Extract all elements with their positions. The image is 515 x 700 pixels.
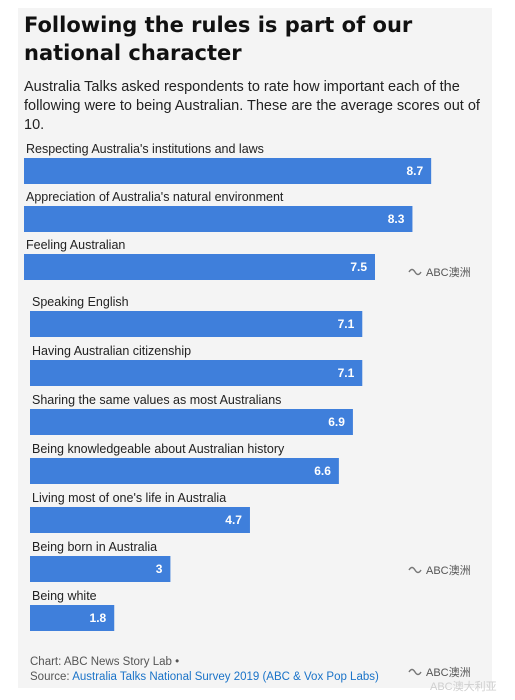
watermark-abc-2: ABC澳洲 [408,562,471,578]
abc-logo-icon [408,668,422,676]
abc-logo-icon [408,566,422,574]
chart-subtitle: Australia Talks asked respondents to rat… [24,79,480,133]
watermark-abc-1: ABC澳洲 [408,264,471,280]
watermark-text: ABC澳洲 [426,667,471,679]
chart-footer: Chart: ABC News Story Lab • Source: Aust… [30,655,379,685]
source-prefix: Source: [30,671,70,683]
chart-title: Following the rules is part of our natio… [24,13,413,65]
source-link[interactable]: Australia Talks National Survey 2019 (AB… [72,671,379,683]
abc-logo-icon [408,268,422,276]
chart-credit: Chart: ABC News Story Lab • [30,656,180,668]
watermark-text: ABC澳洲 [426,565,471,577]
watermark-abc-3: ABC澳洲 [408,664,471,680]
chart-source: Source: Australia Talks National Survey … [30,670,379,685]
watermark-faint: ABC澳大利亚 [430,681,497,693]
watermark-text: ABC澳洲 [426,267,471,279]
